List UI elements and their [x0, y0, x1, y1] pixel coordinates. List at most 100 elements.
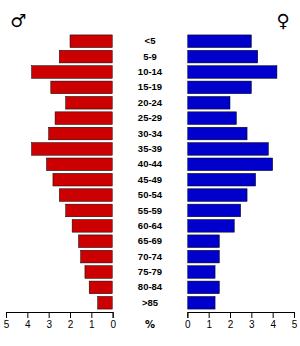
category-tick: 25-29: [138, 112, 162, 123]
bar: [187, 189, 247, 202]
category-tick: 55-59: [138, 205, 162, 216]
category-tick: >85: [142, 297, 159, 308]
tick-label: 3: [249, 319, 255, 330]
bar: [70, 35, 113, 48]
category-tick: 30-34: [138, 128, 163, 139]
tick-mark: [27, 312, 28, 318]
bar: [51, 81, 113, 94]
tick-mark: [70, 312, 71, 318]
category-tick: 40-44: [138, 158, 163, 169]
bar: [85, 266, 113, 279]
tick-label: 4: [270, 319, 276, 330]
tick: 0: [110, 312, 116, 330]
tick-mark: [91, 312, 92, 318]
category-tick: 15-19: [138, 81, 162, 92]
bar: [187, 127, 247, 140]
category-label: 30-34: [138, 128, 163, 139]
category-tick: 65-69: [138, 235, 162, 246]
bar: [187, 112, 236, 125]
category-axis: >85 80-84 75-79 70-74 65-69 60-64 55-59 50-54 45…: [138, 35, 163, 308]
bar: [187, 96, 230, 109]
category-label: 15-19: [138, 81, 162, 92]
axis-line: [7, 313, 114, 319]
bar: [187, 250, 219, 263]
category-tick: 35-39: [138, 143, 162, 154]
series-label: ♂: [10, 10, 26, 31]
bar: [79, 235, 113, 248]
tick-label: 3: [46, 319, 52, 330]
category-tick: 45-49: [138, 174, 162, 185]
series-label: ♀: [277, 10, 290, 31]
category-tick: 10-14: [138, 66, 163, 77]
tick: 3: [249, 312, 255, 330]
category-tick: 80-84: [138, 281, 163, 292]
category-tick: <5: [145, 35, 157, 46]
category-label: 60-64: [138, 220, 163, 231]
tick-mark: [294, 312, 295, 318]
tick-label: 1: [89, 319, 95, 330]
bars: [32, 35, 113, 309]
tick-mark: [273, 312, 274, 318]
bar: [66, 96, 113, 109]
bar: [187, 235, 219, 248]
tick-label: 5: [292, 319, 298, 330]
bar: [72, 220, 113, 233]
category-label: 55-59: [138, 205, 162, 216]
category-tick: 70-74: [138, 251, 163, 262]
tick: 1: [206, 312, 212, 330]
tick-label: 2: [68, 319, 74, 330]
tick-label: 0: [185, 319, 191, 330]
tick: 3: [46, 312, 52, 330]
bar: [187, 35, 251, 48]
tick-mark: [187, 312, 188, 318]
category-label: 5-9: [143, 51, 157, 62]
bar: [53, 173, 113, 186]
tick: 2: [68, 312, 74, 330]
category-label: 50-54: [138, 189, 163, 200]
category-label: <5: [145, 35, 157, 46]
bars: [187, 35, 277, 309]
bar: [187, 220, 234, 233]
bar: [55, 112, 113, 125]
tick-mark: [49, 312, 50, 318]
bar: [187, 296, 215, 309]
tick: 0: [185, 312, 191, 330]
bar: [187, 266, 215, 279]
tick-label: 4: [25, 319, 31, 330]
category-tick: 50-54: [138, 189, 163, 200]
tick-label: 2: [228, 319, 234, 330]
category-label: 80-84: [138, 281, 163, 292]
bar: [187, 173, 255, 186]
bar: [89, 281, 112, 294]
category-label: 75-79: [138, 266, 162, 277]
category-label: >85: [142, 297, 159, 308]
tick-mark: [251, 312, 252, 318]
bar: [32, 66, 113, 79]
category-tick: 75-79: [138, 266, 162, 277]
tick-mark: [230, 312, 231, 318]
bar: [98, 296, 113, 309]
tick-mark: [6, 312, 7, 318]
category-label: 70-74: [138, 251, 163, 262]
tick: 1: [89, 312, 95, 330]
tick: 2: [228, 312, 234, 330]
category-label: 35-39: [138, 143, 162, 154]
x-axis: 0 1 2 3 4 5: [185, 312, 298, 330]
bar: [187, 204, 240, 217]
tick-label: 5: [4, 319, 10, 330]
category-label: 25-29: [138, 112, 162, 123]
category-label: 10-14: [138, 66, 163, 77]
axis-line: [188, 313, 295, 319]
bar: [81, 250, 113, 263]
category-tick: 5-9: [143, 51, 157, 62]
tick-label: 1: [206, 319, 212, 330]
bar: [187, 281, 219, 294]
category-tick: 60-64: [138, 220, 163, 231]
category-label: 40-44: [138, 158, 163, 169]
bar: [32, 143, 113, 156]
bar: [59, 189, 112, 202]
category-label: 20-24: [138, 97, 163, 108]
tick: 4: [25, 312, 31, 330]
category-label: 65-69: [138, 235, 162, 246]
bar: [187, 66, 277, 79]
